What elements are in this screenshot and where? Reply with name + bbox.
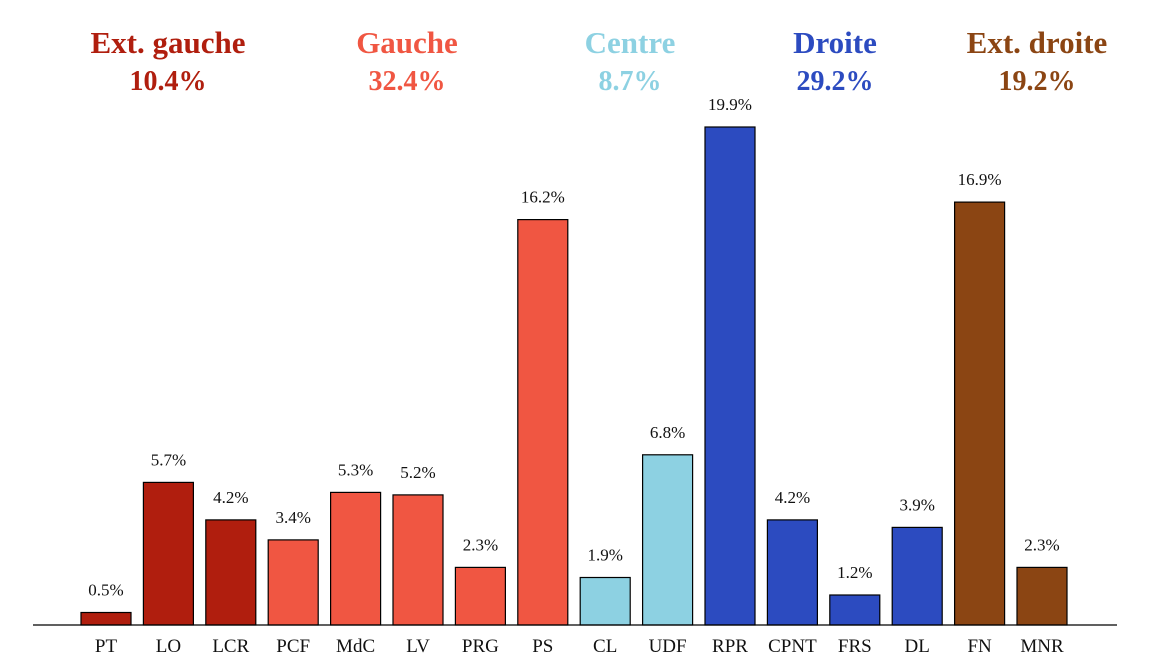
bar-mnr: [1016, 566, 1068, 626]
group-total-ext-gauche: 10.4%: [130, 66, 207, 97]
bar-value-label-prg: 2.3%: [463, 535, 498, 554]
bar-value-label-lv: 5.2%: [400, 463, 435, 482]
bar-value-label-udf: 6.8%: [650, 423, 685, 442]
bar-value-label-pcf: 3.4%: [275, 508, 310, 527]
bar-pcf: [267, 539, 319, 626]
x-tick-label-pcf: PCF: [276, 636, 310, 657]
x-tick-label-frs: FRS: [838, 636, 872, 657]
x-tick-label-dl: DL: [905, 636, 930, 657]
bar-value-labels: 0.5% 5.7% 4.2% 3.4% 5.3% 5.2% 2.3% 16.2% 1.9% 6.8…: [88, 95, 1059, 600]
bar-value-label-dl: 3.9%: [899, 495, 934, 514]
bar-rpr: [704, 126, 756, 626]
bar-cpnt: [766, 519, 819, 626]
group-title-centre: Centre: [585, 25, 676, 60]
x-tick-label-ps: PS: [532, 636, 553, 657]
group-total-centre: 8.7%: [599, 66, 662, 97]
bar-value-label-ps: 16.2%: [521, 188, 565, 207]
group-total-droite: 29.2%: [797, 66, 874, 97]
bar-value-label-fn: 16.9%: [958, 170, 1002, 189]
bar-dl: [891, 526, 943, 626]
group-headers: Ext. gauche 10.4% Gauche 32.4% Centre 8.7% Dro…: [91, 25, 1108, 97]
x-tick-label-mdc: MdC: [336, 636, 375, 657]
bars: [80, 126, 1068, 626]
x-tick-label-lv: LV: [406, 636, 430, 657]
group-title-droite: Droite: [793, 25, 877, 60]
bar-value-label-frs: 1.2%: [837, 563, 872, 582]
x-tick-label-rpr: RPR: [712, 636, 748, 657]
group-total-ext-droite: 19.2%: [999, 66, 1076, 97]
x-tick-labels: PT LO LCR PCF MdC LV PRG PS CL UDF RPR CPNT FRS DL FN M…: [95, 636, 1064, 657]
x-tick-label-fn: FN: [967, 636, 992, 657]
x-tick-label-cl: CL: [593, 636, 617, 657]
group-total-gauche: 32.4%: [369, 66, 446, 97]
bar-frs: [829, 594, 881, 626]
bar-lo: [142, 481, 194, 626]
bar-lv: [392, 494, 444, 626]
bar-pt: [80, 611, 132, 626]
group-title-ext-droite: Ext. droite: [967, 25, 1108, 60]
bar-value-label-cpnt: 4.2%: [775, 488, 810, 507]
bar-cl: [579, 576, 631, 626]
bar-value-label-pt: 0.5%: [88, 581, 123, 600]
x-tick-label-pt: PT: [95, 636, 118, 657]
bar-udf: [641, 454, 694, 626]
bar-value-label-mnr: 2.3%: [1024, 535, 1059, 554]
x-tick-label-mnr: MNR: [1020, 636, 1064, 657]
group-title-gauche: Gauche: [356, 25, 458, 60]
bar-value-label-cl: 1.9%: [587, 546, 622, 565]
x-tick-label-lo: LO: [156, 636, 181, 657]
group-title-ext-gauche: Ext. gauche: [91, 25, 246, 60]
x-tick-label-cpnt: CPNT: [768, 636, 817, 657]
bar-value-label-lcr: 4.2%: [213, 488, 248, 507]
bar-prg: [454, 566, 506, 626]
bar-ps: [517, 219, 569, 626]
bar-mdc: [330, 491, 382, 626]
bar-value-label-rpr: 19.9%: [708, 95, 752, 114]
bar-lcr: [205, 519, 257, 626]
bar-value-label-lo: 5.7%: [151, 450, 186, 469]
x-tick-label-prg: PRG: [462, 636, 499, 657]
bar-fn: [953, 201, 1006, 626]
x-tick-label-udf: UDF: [649, 636, 687, 657]
bar-value-label-mdc: 5.3%: [338, 460, 373, 479]
x-tick-label-lcr: LCR: [212, 636, 249, 657]
